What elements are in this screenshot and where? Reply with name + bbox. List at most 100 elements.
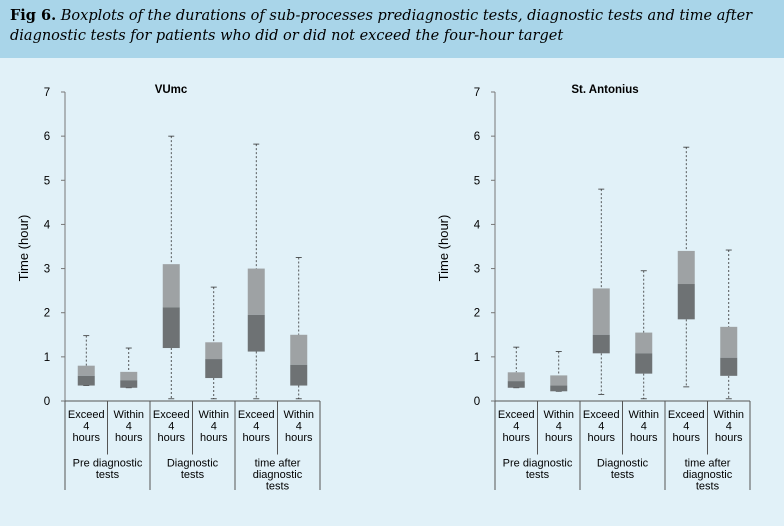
x-group-label: Diagnostic <box>597 458 649 470</box>
x-category-label: Exceed <box>583 409 620 421</box>
x-group-label: diagnostic <box>683 469 733 481</box>
y-tick-label: 2 <box>44 308 50 320</box>
x-category-label: hours <box>715 432 743 444</box>
box-lower-quartile <box>592 334 610 354</box>
box-upper-quartile <box>162 264 180 308</box>
x-category-label: hours <box>157 432 185 444</box>
box-upper-quartile <box>290 334 308 365</box>
x-category-label: Within <box>543 409 574 421</box>
y-tick-label: 3 <box>474 264 480 276</box>
x-category-label: hours <box>285 432 313 444</box>
x-category-label: Exceed <box>498 409 535 421</box>
box-4 <box>635 270 653 400</box>
box-lower-quartile <box>205 359 223 379</box>
box-6 <box>290 257 308 400</box>
x-group-label: tests <box>266 481 290 493</box>
y-tick-label: 5 <box>44 175 50 187</box>
y-tick-label: 1 <box>474 352 480 364</box>
y-tick-label: 6 <box>474 131 480 143</box>
box-upper-quartile <box>247 268 265 315</box>
y-tick-label: 7 <box>474 87 480 99</box>
chart-title: St. Antonius <box>571 84 638 96</box>
y-tick-label: 4 <box>474 219 481 231</box>
box-1 <box>77 335 95 386</box>
x-category-label: 4 <box>126 421 132 433</box>
chart-title: VUmc <box>155 84 188 96</box>
box-lower-quartile <box>635 353 653 374</box>
x-group-label: tests <box>96 469 120 481</box>
x-category-label: 4 <box>683 421 689 433</box>
y-tick-label: 5 <box>474 175 480 187</box>
x-category-label: 4 <box>211 421 217 433</box>
box-5 <box>677 146 695 388</box>
x-group-label: tests <box>696 481 720 493</box>
y-tick-label: 0 <box>44 396 50 408</box>
box-2 <box>120 347 138 389</box>
box-lower-quartile <box>162 307 180 349</box>
y-tick-label: 2 <box>474 308 480 320</box>
box-upper-quartile <box>677 250 695 285</box>
box-lower-quartile <box>120 380 138 388</box>
box-lower-quartile <box>550 385 568 392</box>
y-tick-label: 7 <box>44 87 50 99</box>
x-category-label: Within <box>283 409 314 421</box>
box-lower-quartile <box>247 314 265 352</box>
y-tick-label: 6 <box>44 131 50 143</box>
x-category-label: hours <box>545 432 573 444</box>
box-3 <box>592 188 610 395</box>
box-5 <box>247 143 265 400</box>
x-group-label: time after <box>255 458 301 470</box>
box-upper-quartile <box>120 371 138 381</box>
box-4 <box>205 286 223 400</box>
box-upper-quartile <box>77 365 95 376</box>
x-group-label: Diagnostic <box>167 458 219 470</box>
x-category-label: 4 <box>253 421 259 433</box>
x-category-label: hours <box>115 432 143 444</box>
box-2 <box>550 351 568 392</box>
box-lower-quartile <box>507 381 525 388</box>
x-category-label: Exceed <box>668 409 705 421</box>
box-lower-quartile <box>720 357 738 376</box>
x-category-label: hours <box>200 432 228 444</box>
x-category-label: 4 <box>556 421 562 433</box>
x-category-label: hours <box>587 432 615 444</box>
x-group-label: Pre diagnostic <box>73 458 143 470</box>
x-category-label: hours <box>672 432 700 444</box>
x-group-label: Pre diagnostic <box>503 458 573 470</box>
y-tick-label: 4 <box>44 219 51 231</box>
box-lower-quartile <box>77 375 95 386</box>
x-category-label: hours <box>242 432 270 444</box>
figure-label: Fig 6. <box>10 7 57 24</box>
y-axis-label: Time (hour) <box>436 215 451 282</box>
box-upper-quartile <box>635 332 653 354</box>
y-tick-label: 0 <box>474 396 480 408</box>
y-tick-label: 1 <box>44 352 50 364</box>
box-lower-quartile <box>677 284 695 320</box>
y-tick-label: 3 <box>44 264 50 276</box>
x-category-label: 4 <box>726 421 732 433</box>
x-group-label: tests <box>181 469 205 481</box>
figure-caption-text: Boxplots of the durations of sub-process… <box>10 8 753 44</box>
x-category-label: hours <box>72 432 100 444</box>
box-upper-quartile <box>550 375 568 386</box>
x-group-label: tests <box>526 469 550 481</box>
box-upper-quartile <box>205 342 223 360</box>
x-category-label: 4 <box>83 421 89 433</box>
x-group-label: tests <box>611 469 635 481</box>
x-category-label: 4 <box>296 421 302 433</box>
x-category-label: hours <box>502 432 530 444</box>
x-category-label: Within <box>113 409 144 421</box>
x-category-label: hours <box>630 432 658 444</box>
figure-caption: Fig 6. Boxplots of the durations of sub-… <box>0 0 784 58</box>
x-category-label: Within <box>198 409 229 421</box>
box-6 <box>720 249 738 400</box>
x-group-label: time after <box>685 458 731 470</box>
x-category-label: 4 <box>513 421 519 433</box>
x-category-label: 4 <box>598 421 604 433</box>
y-axis-label: Time (hour) <box>16 215 31 282</box>
x-category-label: Exceed <box>153 409 190 421</box>
box-upper-quartile <box>507 372 525 382</box>
